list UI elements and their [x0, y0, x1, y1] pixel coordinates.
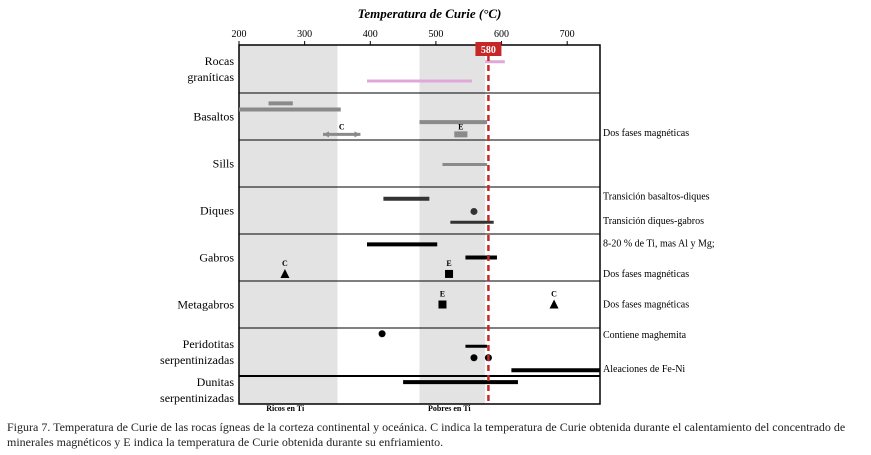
annotation: Dos fases magnéticas: [603, 300, 689, 311]
category-label: Diques: [200, 204, 234, 218]
point-label: E: [440, 290, 445, 299]
annotation: 8-20 % de Ti, mas Al y Mg;: [603, 238, 715, 249]
point-label: E: [446, 259, 451, 268]
point-label: C: [551, 290, 557, 299]
shaded-region: [239, 45, 338, 404]
curie-temperature-chart: Temperatura de Curie (°C) 200 300 400 500 600…: [160, 6, 715, 413]
category-label: Rocas: [205, 54, 235, 68]
x-tick-label: 400: [363, 29, 378, 40]
category-label: Gabros: [199, 251, 234, 265]
x-tick-label: 600: [494, 29, 509, 40]
annotation: Dos fases magnéticas: [603, 128, 689, 139]
annotation: Transición diques-gabros: [603, 216, 704, 227]
annotation: Transición basaltos-diques: [603, 191, 710, 202]
reference-line-label: 580: [481, 45, 496, 56]
chart-title: Temperatura de Curie (°C): [358, 6, 502, 21]
data-point: [549, 299, 559, 309]
data-point: [438, 300, 447, 309]
x-tick-label: 300: [297, 29, 312, 40]
region-label: Pobres en Ti: [428, 404, 471, 413]
data-point: [470, 207, 478, 215]
region-label: Ricos en Ti: [266, 404, 305, 413]
shaded-region: [419, 45, 486, 404]
category-label: Sills: [213, 157, 235, 171]
range-arrowhead: [354, 131, 361, 138]
category-label: serpentinizadas: [160, 353, 234, 367]
category-label: graníticas: [187, 70, 234, 84]
range-label: C: [339, 122, 345, 131]
point-label: C: [282, 259, 288, 268]
x-tick-label: 700: [560, 29, 575, 40]
category-label: Metagabros: [177, 298, 234, 312]
reference-line-badge: [475, 42, 502, 56]
data-point: [378, 330, 386, 338]
data-point: [470, 354, 478, 362]
figure-caption: Figura 7. Temperatura de Curie de las ro…: [7, 420, 846, 449]
category-label: Peridotitas: [183, 337, 235, 351]
category-label: Basaltos: [193, 110, 234, 124]
plot-frame: [238, 44, 601, 405]
data-point: [445, 269, 454, 278]
annotation: Contiene maghemita: [603, 330, 687, 341]
x-tick-label: 500: [428, 29, 443, 40]
category-label: serpentinizadas: [160, 391, 234, 405]
annotation: Aleaciones de Fe-Ni: [603, 364, 685, 375]
data-point: [280, 268, 290, 278]
category-label: Dunitas: [197, 375, 235, 389]
range-label: E: [458, 122, 463, 131]
x-tick-label: 200: [232, 29, 247, 40]
range-arrowhead: [323, 131, 330, 138]
annotation: Dos fases magnéticas: [603, 269, 689, 280]
